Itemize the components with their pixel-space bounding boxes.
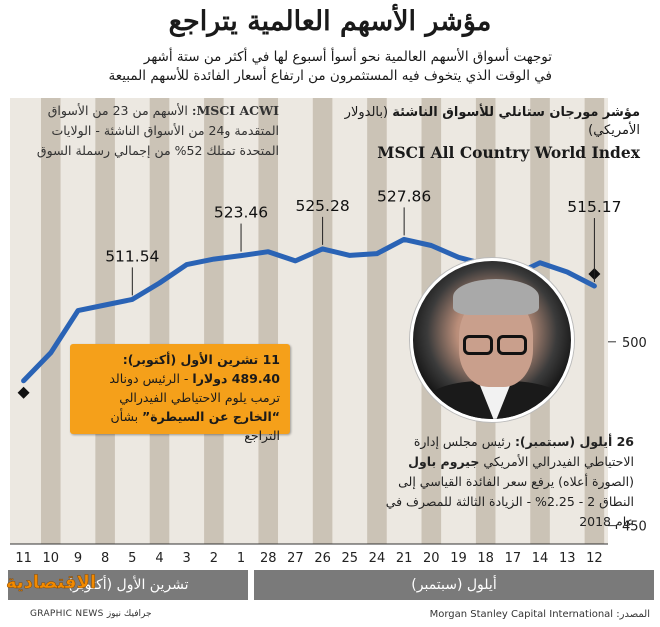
callout-date: 11 تشرين الأول (أكتوبر):	[122, 352, 280, 367]
column-band	[258, 98, 279, 544]
source-text: المصدر: Morgan Stanley Capital Internati…	[429, 609, 650, 620]
subtitle: توجهت أسواق الأسهم العالمية نحو أسوأ أسب…	[32, 48, 552, 86]
x-tick-label: 3	[183, 551, 191, 566]
month-september: أيلول (سبتمبر)	[254, 570, 654, 600]
column-band	[40, 98, 61, 544]
data-label: 527.86	[377, 187, 431, 205]
portrait-glasses-left	[463, 335, 493, 355]
y-tick-label: 500	[622, 336, 647, 351]
newspaper-logo: الاقتصادية	[6, 572, 97, 594]
credit-text: GRAPHIC NEWS جرافيك نيوز	[30, 609, 152, 619]
column-band	[149, 98, 170, 544]
page-title: مؤشر الأسهم العالمية يتراجع	[168, 6, 492, 37]
sep-note-text-1: رئيس مجلس إدارة الاحتياطي الفيدرالي الأم…	[413, 434, 634, 469]
x-tick-label: 26	[314, 551, 331, 566]
column-band	[584, 98, 605, 544]
october-callout: 11 تشرين الأول (أكتوبر): 489.40 دولارا -…	[70, 344, 290, 443]
subtitle-line-1: توجهت أسواق الأسهم العالمية نحو أسوأ أسب…	[143, 49, 552, 65]
x-tick-label: 4	[155, 551, 163, 566]
sep-note-text-2: (الصورة أعلاه) يرفع سعر الفائدة القياسي …	[385, 474, 634, 529]
x-tick-label: 17	[505, 551, 522, 566]
month-band: تشرين الأول (أكتوبر) أيلول (سبتمبر)	[8, 570, 654, 600]
chart-header-title: مؤشر مورجان ستانلي للأسواق الناشئة	[392, 105, 640, 120]
x-tick-label: 12	[586, 551, 603, 566]
x-tick-label: 18	[477, 551, 494, 566]
footer: المصدر: Morgan Stanley Capital Internati…	[0, 606, 660, 624]
portrait-photo	[410, 258, 574, 422]
portrait-glasses-right	[497, 335, 527, 355]
x-tick-label: 25	[341, 551, 358, 566]
x-tick-label: 24	[369, 551, 386, 566]
x-tick-label: 13	[559, 551, 576, 566]
y-tick-label: 450	[622, 520, 647, 535]
chart-header-english: MSCI All Country World Index	[377, 143, 640, 162]
x-tick-label: 10	[42, 551, 59, 566]
month-october: تشرين الأول (أكتوبر)	[8, 570, 248, 600]
x-tick-label: 20	[423, 551, 440, 566]
acwi-note: MSCI ACWI: الأسهم من 23 من الأسواق المتق…	[14, 101, 279, 161]
x-tick-label: 11	[15, 551, 32, 566]
data-label: 523.46	[214, 204, 268, 222]
portrait-hair	[453, 279, 539, 315]
callout-quote: “الخارج عن السيطرة”	[142, 409, 280, 424]
callout-text: - الرئيس دونالد ترمب يلوم الاحتياطي الفي…	[109, 371, 280, 405]
column-band	[367, 98, 387, 544]
data-label: 511.54	[105, 247, 159, 265]
x-tick-label: 19	[450, 551, 467, 566]
x-tick-label: 2	[210, 551, 218, 566]
x-tick-label: 8	[101, 551, 109, 566]
column-band	[204, 98, 224, 544]
x-tick-label: 1	[237, 551, 245, 566]
sep-note-name: جيروم باول	[408, 454, 480, 469]
x-tick-label: 27	[287, 551, 304, 566]
chart-header-unit: (بالدولار الأمريكي)	[344, 105, 640, 138]
data-label: 515.17	[567, 198, 621, 216]
acwi-text: الأسهم من 23 من الأسواق المتقدمة و24 من …	[36, 103, 279, 158]
chart-header: مؤشر مورجان ستانلي للأسواق الناشئة (بالد…	[300, 104, 640, 162]
data-label: 525.28	[295, 197, 349, 215]
column-band	[95, 98, 115, 544]
callout-tail: بشأن التراجع	[110, 409, 280, 443]
x-tick-label: 21	[396, 551, 413, 566]
end-marker	[17, 386, 30, 399]
september-note: 26 أيلول (سبتمبر): رئيس مجلس إدارة الاحت…	[378, 432, 634, 532]
column-band	[312, 98, 333, 544]
x-tick-label: 9	[74, 551, 82, 566]
x-tick-label: 14	[532, 551, 549, 566]
callout-value: 489.40 دولارا	[192, 371, 280, 386]
subtitle-line-2: في الوقت الذي يتخوف فيه المستثمرون من ار…	[108, 68, 552, 84]
sep-note-date: 26 أيلول (سبتمبر):	[514, 434, 634, 449]
acwi-label: MSCI ACWI:	[191, 103, 279, 118]
x-tick-label: 5	[128, 551, 136, 566]
x-tick-label: 28	[260, 551, 277, 566]
